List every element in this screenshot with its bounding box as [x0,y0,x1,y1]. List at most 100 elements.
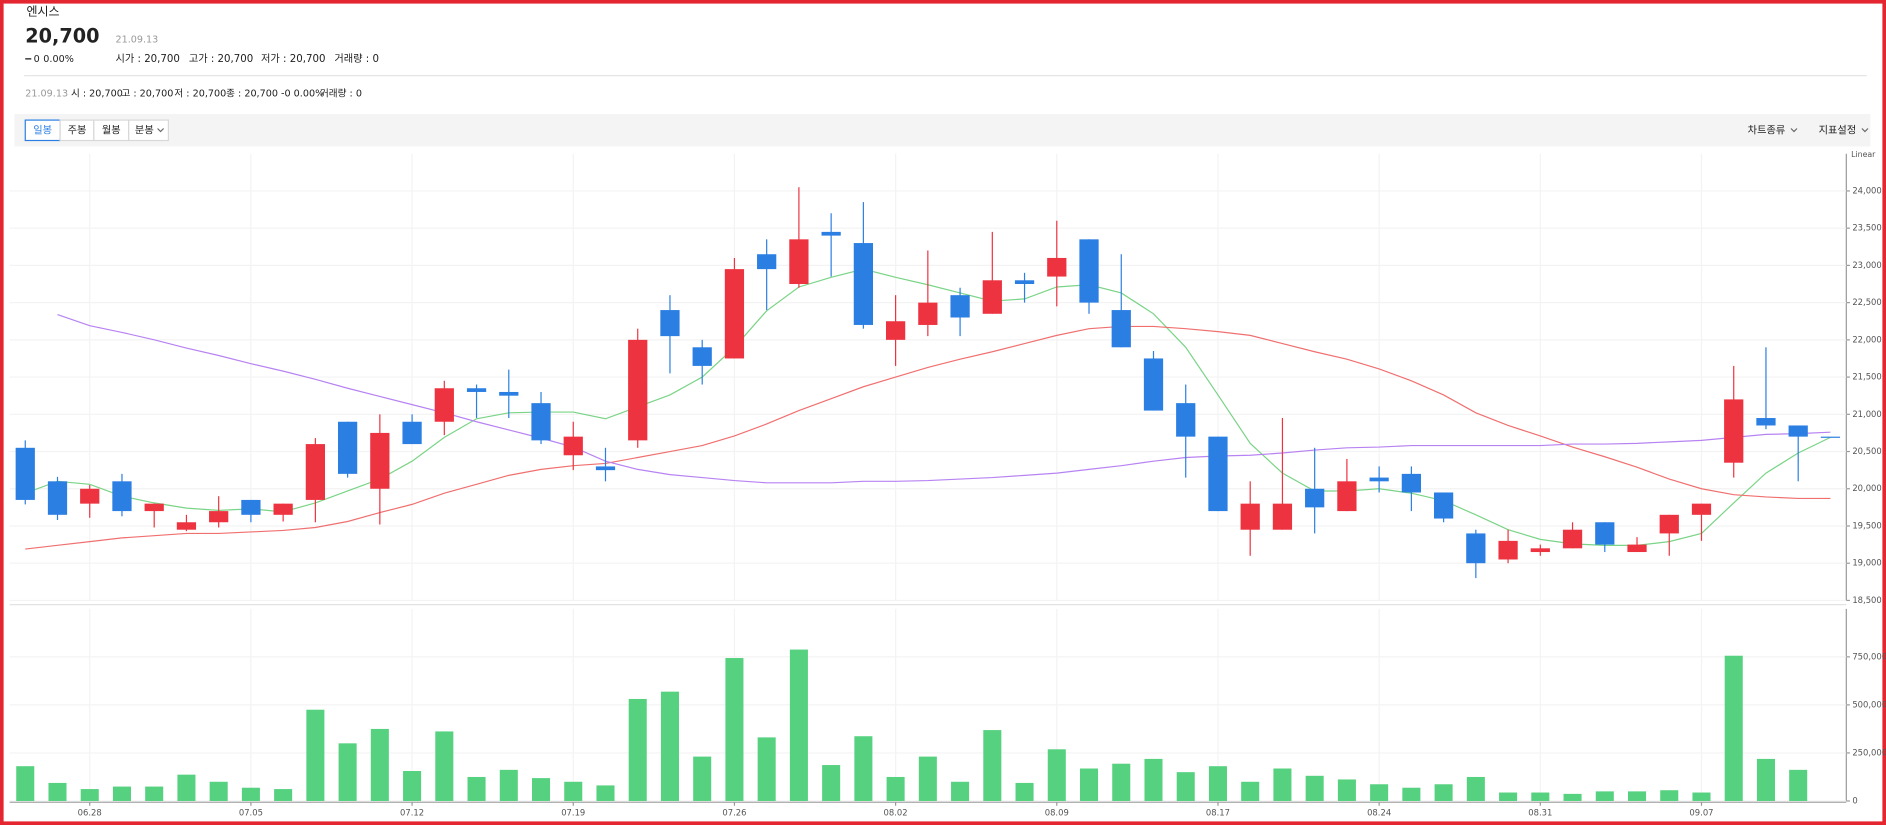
volume-bar [1176,772,1195,801]
candle-body [1562,529,1583,549]
y-tick-label: 21,000 [1852,409,1881,419]
candle-body [757,254,777,270]
volume-bar [983,730,1002,801]
candle-body [1691,503,1712,515]
candle-body [1014,280,1035,285]
volume-bar [789,649,808,801]
tab-box[interactable] [128,119,169,142]
candle-body [80,488,100,504]
x-tick-label: 07.19 [561,807,585,817]
candle-body [1498,540,1518,560]
candle-body [1659,514,1679,534]
candle-body [499,391,519,396]
volume-bar [1079,768,1099,801]
quote-item: 저가 : 20,700 [261,53,325,65]
x-tick-label: 06.28 [78,807,102,817]
y-tick-label: 23,000 [1852,260,1881,270]
chevron [157,128,165,133]
candle-body [273,503,293,515]
volume-bar [757,737,776,801]
candle-body [692,347,712,366]
candle-body [1756,418,1776,426]
volume-bar [16,766,35,801]
volume-bar [1337,779,1356,801]
volume-bar [564,781,583,801]
volume-bar [1692,792,1711,801]
x-tick-label: 07.12 [400,807,424,817]
tab[interactable]: 월봉 [102,124,121,136]
candle-body [1724,399,1744,463]
y-tick-label: 23,500 [1852,223,1881,233]
volume-bar [241,787,260,801]
candle-body [1305,488,1325,508]
x-tick-label: 07.05 [239,807,263,817]
candle-body [112,481,132,512]
period-tabs: 일봉 주봉 월봉 분봉 [24,119,169,142]
candle-body [209,511,229,523]
candle-body [1433,492,1454,519]
y-tick-label: 18,500 [1852,595,1881,605]
y-tick-label: 0 [1852,795,1857,805]
change: 0 [34,54,40,65]
volume-bar [306,709,325,801]
candle-body [563,436,583,456]
summary-item: 시 : 20,700 [71,89,123,100]
tab[interactable]: 주봉 [68,124,87,136]
candle-body [1047,257,1067,277]
candle-body [1111,310,1131,348]
volume-bar [951,781,970,801]
volume-bar [596,785,615,801]
stock-name: 엔시스 [26,5,59,19]
candle-body [885,321,906,340]
moving-average [57,313,1831,484]
chevron [1861,128,1869,133]
x-tick-label: 08.02 [884,807,908,817]
x-tick-label: 08.24 [1367,807,1391,817]
candle-body [434,388,454,422]
x-tick-label: 08.09 [1045,807,1069,817]
tab[interactable]: 분봉 [135,124,154,136]
volume-bar [532,778,551,801]
y-tick-label: 19,500 [1852,520,1881,530]
volume-bar [1660,790,1679,801]
candle-body [144,503,164,512]
candle-body [1627,544,1647,553]
candle-body [402,421,422,445]
toolbar [14,114,1871,147]
y-tick-label: 20,000 [1852,483,1881,493]
candle-body [1208,436,1228,512]
summary-item: 저 : 20,700 [174,89,226,100]
candle-body [1466,533,1486,564]
chart-type-button[interactable]: 차트종류 [1748,124,1786,136]
price: 20,700 [25,25,99,48]
candle-body [853,243,873,325]
volume-bar [660,691,679,801]
candle-body [1595,522,1615,545]
candle-body [531,403,551,441]
y-tick-label: 21,500 [1852,372,1881,382]
volume-bar [48,782,67,801]
change-rate: 0.00% [43,54,74,65]
volume-bar [1531,792,1550,801]
candle-body [628,339,648,441]
volume-bar [1370,784,1389,801]
y-tick-label: 500,000 [1852,699,1886,709]
summary-date: 21.09.13 [25,89,68,100]
volume-bar [822,765,841,801]
volume-bar [1466,776,1485,801]
y-tick-label: 250,000 [1852,747,1886,757]
candle-body [595,466,616,471]
volume-bar [1402,787,1421,801]
candle-body [305,444,325,500]
volume-bar [338,743,357,801]
volume-bar [370,728,389,801]
tab[interactable]: 일봉 [33,124,52,136]
scale-label: Linear [1851,150,1876,159]
candle-body [982,280,1002,314]
quote-date: 21.09.13 [115,35,158,46]
indicator-button[interactable]: 지표설정 [1819,124,1857,136]
moving-average [25,325,1831,550]
y-tick-label: 20,500 [1852,446,1881,456]
